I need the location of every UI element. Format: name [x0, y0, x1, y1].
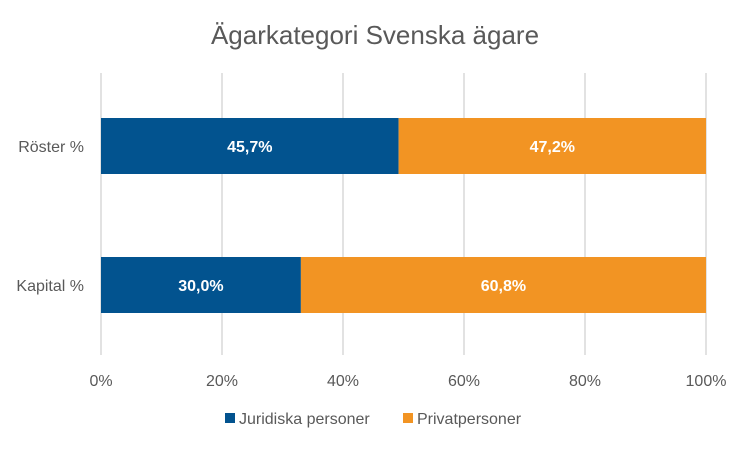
x-tick-label: 100%: [686, 373, 727, 390]
category-labels: Röster % Kapital %: [16, 139, 84, 295]
bar-segment: [101, 257, 301, 313]
x-tick-label: 0%: [89, 373, 112, 390]
chart-title: Ägarkategori Svenska ägare: [211, 20, 539, 50]
legend-swatch: [403, 413, 413, 423]
bar-segment: [101, 118, 399, 174]
bar-segment: [300, 257, 706, 313]
category-label: Röster %: [18, 139, 84, 156]
legend: Juridiska personer Privatpersoner: [225, 411, 522, 428]
x-tick-label: 20%: [206, 373, 238, 390]
bars: 45,7% 47,2% 30,0% 60,8%: [101, 118, 706, 313]
legend-swatch: [225, 413, 235, 423]
bar-value-label: 45,7%: [227, 139, 272, 156]
legend-label: Privatpersoner: [417, 411, 522, 428]
category-label: Kapital %: [16, 278, 84, 295]
bar-value-label: 30,0%: [178, 278, 223, 295]
legend-label: Juridiska personer: [239, 411, 370, 428]
bar-value-label: 47,2%: [530, 139, 575, 156]
bar-value-label: 60,8%: [481, 278, 526, 295]
x-tick-label: 60%: [448, 373, 480, 390]
x-axis-tick-labels: 0% 20% 40% 60% 80% 100%: [89, 373, 726, 390]
bar-segment: [398, 118, 706, 174]
x-tick-label: 80%: [569, 373, 601, 390]
x-tick-label: 40%: [327, 373, 359, 390]
